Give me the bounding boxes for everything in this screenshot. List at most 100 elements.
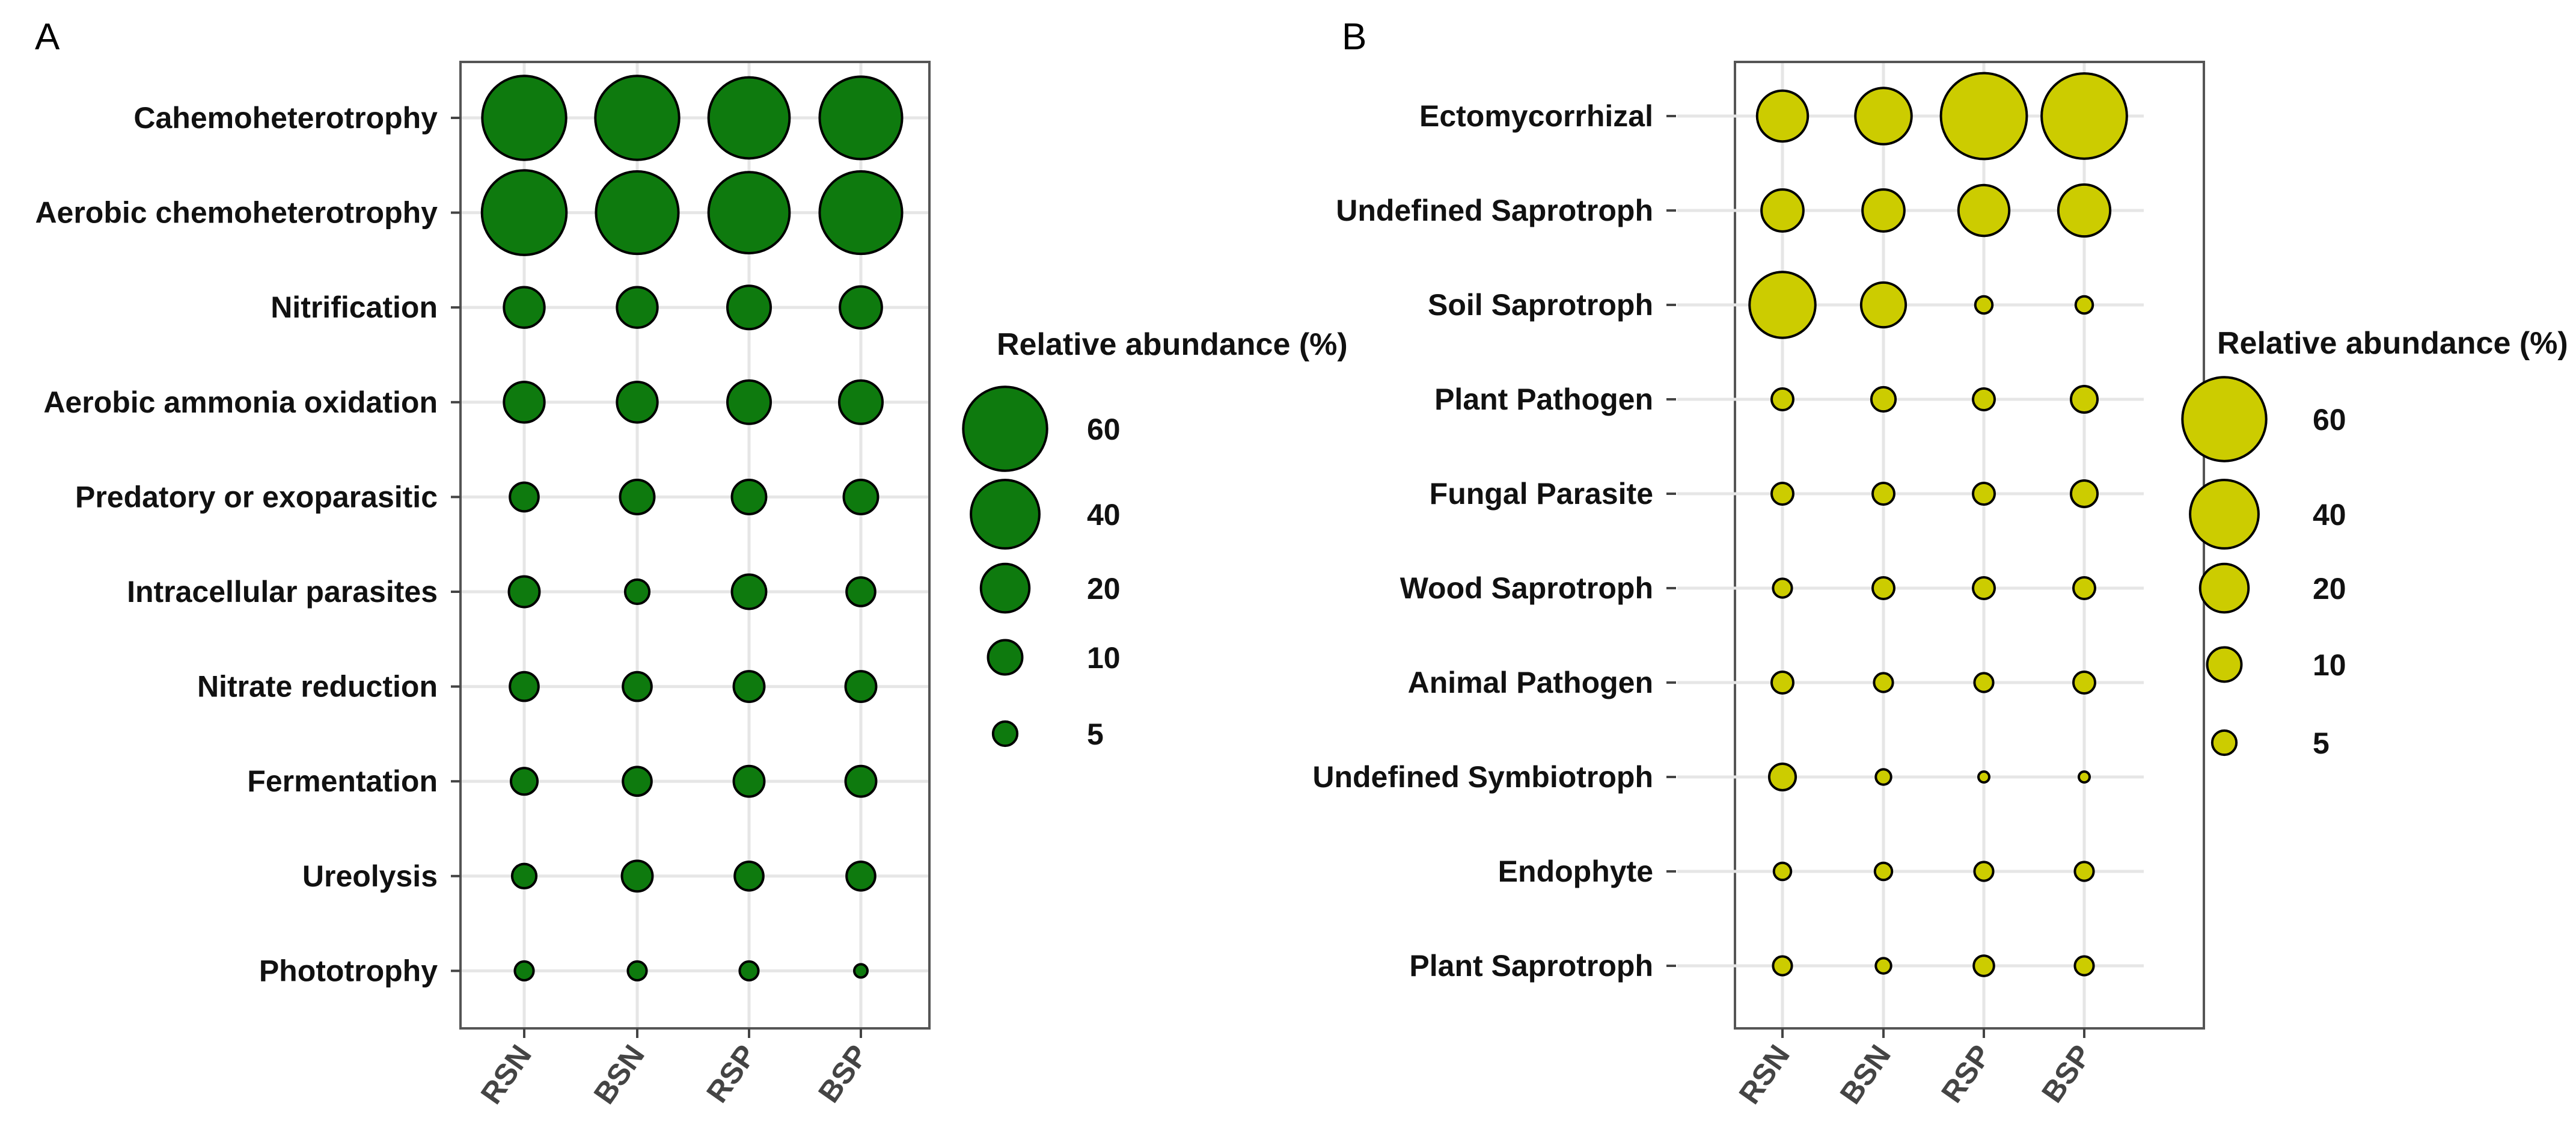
panel-a-ticks (451, 117, 862, 1038)
panel-a-row-labels: Cahemoheterotrophy Aerobic chemoheterotro… (35, 101, 438, 987)
bubble-phototrophy-rsp (738, 960, 760, 981)
y-tick-label-ectomycorrhizal: Ectomycorrhizal (1419, 99, 1653, 133)
y-tick-label-undefined-saprotroph: Undefined Saprotroph (1336, 194, 1653, 227)
bubble-aerobic-ammonia-oxidation-bsp (838, 379, 884, 425)
legend-bubble-20 (979, 562, 1031, 614)
bubble-fungal-parasite-bsn (1871, 482, 1895, 506)
panel-b-legend: Relative abundance (%) 60 40 20 10 5 (2181, 326, 2568, 760)
bubble-nitrification-rsn (503, 286, 546, 329)
y-tick-label-nitrate-reduction: Nitrate reduction (197, 670, 438, 704)
bubble-nitrate-reduction-bsp (844, 670, 878, 704)
bubble-intracellular-parasites-bsp (845, 576, 877, 607)
legend-bubble-60 (962, 385, 1048, 472)
bubble-predatory-or-exoparasitic-bsn (619, 478, 656, 515)
bubble-fungal-parasite-rsp (1972, 482, 1996, 506)
y-tick-label-aerobic-ammonia-oxidation: Aerobic ammonia oxidation (43, 385, 438, 419)
bubble-fungal-parasite-bsp (2069, 479, 2099, 509)
y-tick-label-aerobic-chemoheterotrophy: Aerobic chemoheterotrophy (35, 196, 438, 230)
bubble-nitrate-reduction-bsn (622, 671, 653, 702)
bubble-plant-pathogen-bsn (1870, 385, 1897, 413)
bubble-fermentation-rsp (732, 764, 766, 798)
x-tick-label-rsp: RSP (1935, 1039, 1998, 1108)
bubble-plant-saprotroph-rsp (1972, 954, 1995, 977)
bubble-undefined-symbiotroph-bsp (2078, 770, 2091, 784)
bubble-aerobic-ammonia-oxidation-bsn (616, 381, 659, 424)
bubble-plant-saprotroph-bsn (1874, 957, 1892, 975)
legend-bubble-40 (970, 479, 1041, 550)
bubble-aerobic-chemoheterotrophy-bsp (818, 170, 904, 256)
bubble-intracellular-parasites-rsn (507, 575, 541, 609)
y-tick-label-wood-saprotroph: Wood Saprotroph (1400, 571, 1653, 605)
legend-label-60: 60 (1087, 413, 1121, 446)
bubble-wood-saprotroph-bsn (1871, 576, 1895, 600)
bubble-animal-pathogen-rsn (1770, 671, 1794, 695)
legend-bubble-10 (987, 639, 1024, 676)
panel-b-row-labels: Ectomycorrhizal Undefined Saprotroph Soil … (1312, 99, 1653, 983)
y-tick-label-undefined-symbiotroph: Undefined Symbiotroph (1312, 760, 1653, 794)
bubble-undefined-saprotroph-rsp (1957, 183, 2011, 238)
y-tick-label-plant-pathogen: Plant Pathogen (1434, 382, 1653, 416)
y-tick-label-predatory-or-exoparasitic: Predatory or exoparasitic (75, 480, 438, 514)
panel-b-ticks (1666, 115, 2085, 1038)
panel-a: A Cahemoheterotrophy Aerobic chemoheterot… (35, 16, 1348, 1110)
panel-a-legend: Relative abundance (%) 60 40 20 10 5 (962, 327, 1348, 751)
y-tick-label-fungal-parasite: Fungal Parasite (1430, 477, 1653, 511)
bubble-nitrate-reduction-rsn (509, 671, 540, 702)
bubble-nitrate-reduction-rsp (732, 670, 766, 704)
y-tick-label-soil-saprotroph: Soil Saprotroph (1428, 288, 1653, 322)
bubble-ureolysis-rsn (510, 862, 538, 889)
legend-label-40: 40 (2313, 498, 2346, 532)
bubble-wood-saprotroph-bsp (2072, 576, 2096, 600)
panel-a-column-labels: RSN BSN RSP BSP (474, 1039, 875, 1110)
bubble-phototrophy-bsn (626, 960, 648, 981)
bubble-endophyte-rsn (1772, 861, 1793, 882)
x-tick-label-bsn: BSN (1834, 1039, 1897, 1110)
y-tick-label-intracellular-parasites: Intracellular parasites (127, 575, 438, 609)
bubble-ureolysis-bsp (845, 860, 877, 892)
bubble-ectomycorrhizal-bsn (1854, 87, 1913, 146)
panel-b-letter: B (1342, 16, 1366, 58)
y-tick-label-plant-saprotroph: Plant Saprotroph (1409, 949, 1653, 983)
legend-label-20: 20 (1087, 572, 1121, 606)
bubble-animal-pathogen-bsn (1873, 672, 1894, 693)
y-tick-label-cahemoheterotrophy: Cahemoheterotrophy (133, 101, 438, 135)
bubble-plant-saprotroph-bsp (2073, 955, 2095, 977)
legend-bubble-10 (2206, 646, 2243, 683)
bubble-aerobic-ammonia-oxidation-rsp (726, 379, 772, 425)
bubble-undefined-saprotroph-bsp (2057, 183, 2112, 238)
bubble-cahemoheterotrophy-rsn (481, 75, 568, 161)
bubble-wood-saprotroph-rsp (1972, 576, 1996, 600)
bubble-aerobic-chemoheterotrophy-bsn (595, 170, 680, 256)
x-tick-label-rsn: RSN (1733, 1039, 1796, 1110)
y-tick-label-animal-pathogen: Animal Pathogen (1408, 666, 1653, 699)
bubble-aerobic-chemoheterotrophy-rsn (480, 169, 568, 256)
x-tick-label-rsn: RSN (474, 1039, 538, 1110)
bubble-aerobic-ammonia-oxidation-rsn (503, 381, 546, 424)
bubble-ectomycorrhizal-rsp (1939, 72, 2028, 161)
bubble-undefined-symbiotroph-bsn (1874, 768, 1892, 786)
legend-bubble-5 (991, 720, 1019, 748)
bubble-plant-pathogen-rsn (1770, 387, 1794, 411)
legend-label-20: 20 (2313, 572, 2346, 606)
panel-a-legend-title: Relative abundance (%) (997, 327, 1348, 362)
bubble-plant-pathogen-bsp (2069, 384, 2099, 414)
legend-label-5: 5 (2313, 726, 2330, 760)
bubble-soil-saprotroph-rsn (1748, 271, 1817, 339)
bubble-plant-saprotroph-rsn (1772, 955, 1793, 977)
bubble-undefined-saprotroph-bsn (1861, 188, 1906, 233)
legend-label-10: 10 (1087, 641, 1121, 675)
legend-label-60: 60 (2313, 403, 2346, 437)
legend-bubble-5 (2210, 729, 2238, 757)
bubble-fermentation-bsp (844, 764, 878, 798)
y-tick-label-ureolysis: Ureolysis (302, 859, 438, 893)
bubble-ectomycorrhizal-rsn (1755, 89, 1810, 143)
bubble-intracellular-parasites-rsp (730, 573, 768, 610)
y-tick-label-phototrophy: Phototrophy (259, 954, 438, 987)
bubble-predatory-or-exoparasitic-rsn (509, 481, 540, 513)
bubble-ectomycorrhizal-bsp (2040, 72, 2128, 160)
panel-b: B Ectomycorrhizal Undefined Saprotroph Soi… (1312, 16, 2568, 1110)
bubble-wood-saprotroph-rsn (1772, 577, 1793, 599)
bubble-phototrophy-rsn (513, 960, 535, 981)
legend-bubble-60 (2181, 376, 2268, 462)
bubble-soil-saprotroph-rsp (1974, 295, 1994, 315)
